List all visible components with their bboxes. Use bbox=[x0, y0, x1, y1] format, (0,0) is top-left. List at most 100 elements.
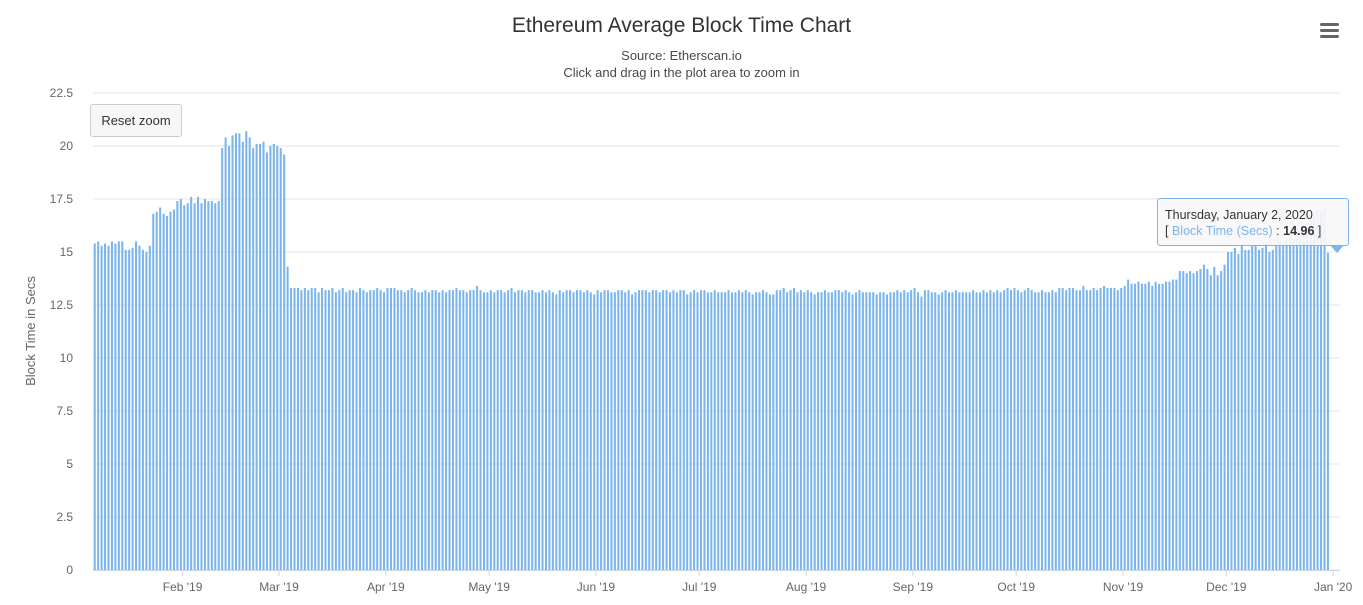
bar[interactable] bbox=[610, 292, 613, 570]
bar[interactable] bbox=[538, 292, 541, 570]
bar[interactable] bbox=[131, 247, 134, 570]
bar[interactable] bbox=[138, 245, 141, 570]
bar[interactable] bbox=[765, 292, 768, 570]
bar[interactable] bbox=[190, 196, 193, 570]
bar[interactable] bbox=[183, 205, 186, 571]
bar[interactable] bbox=[1189, 271, 1192, 570]
bar[interactable] bbox=[562, 292, 565, 570]
bar[interactable] bbox=[458, 290, 461, 570]
bar[interactable] bbox=[1282, 245, 1285, 570]
bar[interactable] bbox=[1089, 290, 1092, 570]
bar[interactable] bbox=[885, 294, 889, 570]
bar[interactable] bbox=[486, 292, 489, 570]
bar[interactable] bbox=[1078, 290, 1081, 570]
bar[interactable] bbox=[730, 292, 734, 570]
bar[interactable] bbox=[582, 292, 585, 570]
bar[interactable] bbox=[259, 143, 262, 570]
bar[interactable] bbox=[1003, 290, 1006, 570]
bar[interactable] bbox=[1072, 288, 1075, 570]
bar[interactable] bbox=[197, 196, 200, 570]
bar[interactable] bbox=[324, 290, 327, 570]
bar[interactable] bbox=[1213, 266, 1216, 570]
bar[interactable] bbox=[596, 290, 599, 570]
bar[interactable] bbox=[851, 294, 854, 570]
bar[interactable] bbox=[1326, 252, 1329, 570]
bar[interactable] bbox=[1109, 288, 1112, 570]
bar[interactable] bbox=[1323, 207, 1326, 571]
bar[interactable] bbox=[668, 292, 672, 570]
bar[interactable] bbox=[1116, 290, 1119, 570]
bar[interactable] bbox=[534, 292, 537, 570]
bar[interactable] bbox=[1302, 232, 1305, 571]
bar[interactable] bbox=[372, 290, 375, 570]
bar[interactable] bbox=[627, 290, 630, 570]
bar[interactable] bbox=[489, 290, 492, 570]
bar-series[interactable] bbox=[93, 131, 1329, 571]
bar[interactable] bbox=[1261, 247, 1264, 570]
bar[interactable] bbox=[493, 292, 496, 570]
bar[interactable] bbox=[796, 292, 799, 570]
bar[interactable] bbox=[1130, 283, 1133, 570]
bar[interactable] bbox=[775, 290, 778, 570]
bar[interactable] bbox=[462, 290, 465, 570]
bar[interactable] bbox=[1230, 252, 1233, 570]
bar[interactable] bbox=[1127, 279, 1130, 570]
bar[interactable] bbox=[1216, 275, 1219, 570]
bar[interactable] bbox=[930, 292, 933, 570]
bar[interactable] bbox=[1054, 292, 1057, 570]
bar[interactable] bbox=[606, 290, 610, 570]
bar[interactable] bbox=[803, 292, 806, 570]
bar[interactable] bbox=[682, 290, 685, 570]
bar[interactable] bbox=[365, 292, 368, 570]
bar[interactable] bbox=[972, 290, 975, 570]
bar[interactable] bbox=[892, 292, 895, 570]
bar[interactable] bbox=[520, 290, 523, 570]
bar[interactable] bbox=[441, 290, 444, 570]
bar[interactable] bbox=[135, 241, 138, 570]
bar[interactable] bbox=[648, 292, 651, 570]
bar[interactable] bbox=[141, 249, 144, 570]
bar[interactable] bbox=[1268, 252, 1271, 570]
bar[interactable] bbox=[1237, 254, 1240, 570]
bar[interactable] bbox=[355, 292, 358, 570]
bar[interactable] bbox=[1316, 209, 1319, 570]
bar[interactable] bbox=[369, 290, 372, 570]
bar[interactable] bbox=[558, 290, 561, 570]
bar[interactable] bbox=[551, 292, 554, 570]
bar[interactable] bbox=[424, 290, 427, 570]
bar[interactable] bbox=[1278, 241, 1281, 570]
bar[interactable] bbox=[1258, 249, 1261, 570]
bar[interactable] bbox=[1144, 283, 1147, 570]
bar[interactable] bbox=[1175, 279, 1178, 570]
bar[interactable] bbox=[903, 290, 906, 570]
bar[interactable] bbox=[579, 290, 582, 570]
bar[interactable] bbox=[448, 290, 451, 570]
bar[interactable] bbox=[210, 201, 213, 570]
bar[interactable] bbox=[252, 148, 255, 570]
bar[interactable] bbox=[1244, 249, 1247, 570]
bar[interactable] bbox=[272, 143, 275, 570]
bar[interactable] bbox=[861, 292, 864, 570]
bar[interactable] bbox=[848, 292, 851, 570]
bar[interactable] bbox=[93, 243, 96, 570]
bar[interactable] bbox=[1065, 290, 1068, 570]
bar[interactable] bbox=[1223, 264, 1226, 570]
bar[interactable] bbox=[889, 292, 892, 570]
bar[interactable] bbox=[727, 290, 730, 570]
bar[interactable] bbox=[200, 203, 203, 571]
bar[interactable] bbox=[786, 292, 789, 570]
bar[interactable] bbox=[427, 292, 430, 570]
bar[interactable] bbox=[517, 290, 520, 570]
bar[interactable] bbox=[799, 290, 802, 570]
bar[interactable] bbox=[569, 290, 572, 570]
bar[interactable] bbox=[245, 131, 248, 570]
bar[interactable] bbox=[414, 290, 417, 570]
bar[interactable] bbox=[910, 290, 913, 570]
bar[interactable] bbox=[1013, 288, 1016, 570]
bar[interactable] bbox=[383, 292, 386, 570]
bar[interactable] bbox=[1161, 283, 1164, 570]
bar[interactable] bbox=[1023, 290, 1026, 570]
bar[interactable] bbox=[1068, 288, 1071, 570]
bar[interactable] bbox=[420, 292, 423, 570]
bar[interactable] bbox=[358, 288, 361, 570]
